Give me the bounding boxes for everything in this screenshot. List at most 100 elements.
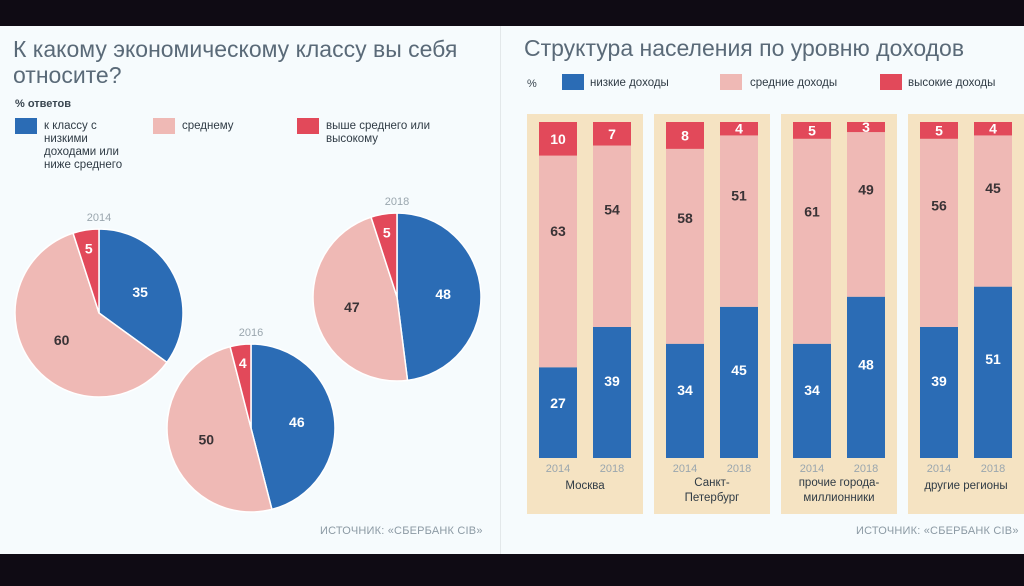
bar-group-label: Москва (565, 480, 605, 492)
legend-label-low-income: низкие доходы (590, 77, 669, 89)
bar-segment-middle (920, 138, 958, 327)
bar-year-label: 2014 (800, 463, 824, 475)
bar-segment-high (847, 122, 885, 133)
bar-value-label: 49 (858, 182, 874, 198)
pie-year-label: 2014 (87, 212, 111, 224)
bar-value-label: 5 (935, 122, 943, 138)
legend-label-middle-income: средние доходы (750, 77, 838, 89)
legend-swatch-high (297, 118, 319, 134)
bar-value-label: 3 (862, 119, 870, 135)
bar-value-label: 5 (808, 122, 816, 138)
bar-year-label: 2014 (546, 463, 570, 475)
bar-segment-high (720, 122, 758, 136)
pie-value-label: 5 (383, 224, 391, 240)
bar-segment-middle (720, 135, 758, 307)
pie-value-label: 46 (289, 414, 305, 430)
legend-label-middle: среднему (182, 120, 234, 132)
bar-year-label: 2014 (673, 463, 697, 475)
bar-value-label: 51 (985, 351, 1001, 367)
bar-group-label: другие регионы (924, 480, 1007, 492)
bar-segment-low (974, 286, 1012, 458)
legend-swatch-middle-income (720, 74, 742, 90)
bar-value-label: 34 (804, 382, 820, 398)
pie-slice-high (229, 343, 252, 429)
pie-slice-low (396, 212, 482, 382)
bar-segment-middle (593, 145, 631, 327)
right-source-note: ИСТОЧНИК: «СБЕРБАНК CIB» (856, 525, 1019, 537)
bar-value-label: 54 (604, 201, 620, 217)
legend-label-low: к классу с низкими доходами или ниже сре… (44, 120, 123, 171)
bar-value-label: 39 (604, 373, 620, 389)
legend-swatch-low-income (562, 74, 584, 90)
bar-year-label: 2018 (981, 463, 1005, 475)
bar-value-label: 27 (550, 395, 566, 411)
pie-slice-high (370, 212, 398, 298)
bar-value-label: 8 (681, 127, 689, 143)
bar-segment-low (539, 367, 577, 458)
bar-segment-high (593, 122, 631, 146)
bar-segment-low (720, 306, 758, 458)
bar-segment-middle (666, 148, 704, 344)
left-source-note: ИСТОЧНИК: «СБЕРБАНК CIB» (320, 525, 483, 537)
bar-value-label: 48 (858, 356, 874, 372)
panel-divider (500, 26, 501, 554)
bar-value-label: 34 (677, 382, 693, 398)
bar-year-label: 2014 (927, 463, 951, 475)
legend-swatch-middle (153, 118, 175, 134)
bar-group-label: Санкт- (694, 477, 730, 489)
bar-segment-high (920, 122, 958, 139)
bar-segment-middle (539, 155, 577, 368)
pie-value-label: 48 (435, 286, 451, 302)
bar-group-label: миллионники (803, 492, 874, 504)
legend-swatch-high-income (880, 74, 902, 90)
bar-value-label: 4 (735, 121, 743, 137)
bar-value-label: 10 (550, 131, 566, 147)
bar-segment-high (539, 122, 577, 156)
bar-value-label: 39 (931, 373, 947, 389)
bar-value-label: 7 (608, 126, 616, 142)
pie-slice-low (98, 228, 184, 364)
bar-segment-low (847, 296, 885, 458)
bar-segment-high (666, 122, 704, 149)
bar-value-label: 56 (931, 197, 947, 213)
bar-segment-high (974, 122, 1012, 136)
bar-year-label: 2018 (854, 463, 878, 475)
bar-value-label: 61 (804, 204, 820, 220)
bar-group-label: прочие города- (799, 477, 880, 489)
pie-slice-low (250, 343, 336, 511)
bar-segment-low (793, 343, 831, 458)
bar-segment-low (666, 343, 704, 458)
bar-year-label: 2018 (727, 463, 751, 475)
bar-segment-high (793, 122, 831, 139)
pie-value-label: 50 (198, 431, 214, 447)
bar-segment-middle (793, 138, 831, 344)
infographic-panel: К какому экономическому классу вы себя о… (0, 26, 1024, 554)
right-chart-title: Структура населения по уровню доходов (524, 35, 965, 61)
bar-year-label: 2018 (600, 463, 624, 475)
bar-value-label: 4 (989, 121, 997, 137)
pie-year-label: 2016 (239, 327, 263, 339)
legend-swatch-low (15, 118, 37, 134)
pie-value-label: 60 (54, 332, 70, 348)
legend-label-high-income: высокие доходы (908, 77, 996, 89)
legend-label-high: выше среднего или высокому (326, 120, 431, 145)
left-chart-title: К какому экономическому классу вы себя о… (13, 36, 458, 88)
bar-value-label: 58 (677, 210, 693, 226)
bar-group-label: Петербург (685, 492, 740, 504)
pie-value-label: 35 (132, 284, 148, 300)
pie-slice-middle (166, 345, 273, 513)
charts-canvas: 2014356052016465042018484752763102014395… (14, 114, 1024, 514)
left-unit-label: % ответов (15, 98, 71, 110)
bar-segment-low (593, 326, 631, 458)
pie-year-label: 2018 (385, 196, 409, 208)
pie-value-label: 5 (85, 240, 93, 256)
bar-segment-middle (847, 132, 885, 297)
pie-value-label: 4 (239, 355, 247, 371)
right-unit-label: % (527, 78, 537, 90)
pie-slice-middle (14, 232, 169, 398)
bar-value-label: 51 (731, 188, 747, 204)
bar-segment-low (920, 326, 958, 458)
bar-segment-middle (974, 135, 1012, 287)
bar-value-label: 45 (985, 180, 1001, 196)
bar-value-label: 45 (731, 362, 747, 378)
